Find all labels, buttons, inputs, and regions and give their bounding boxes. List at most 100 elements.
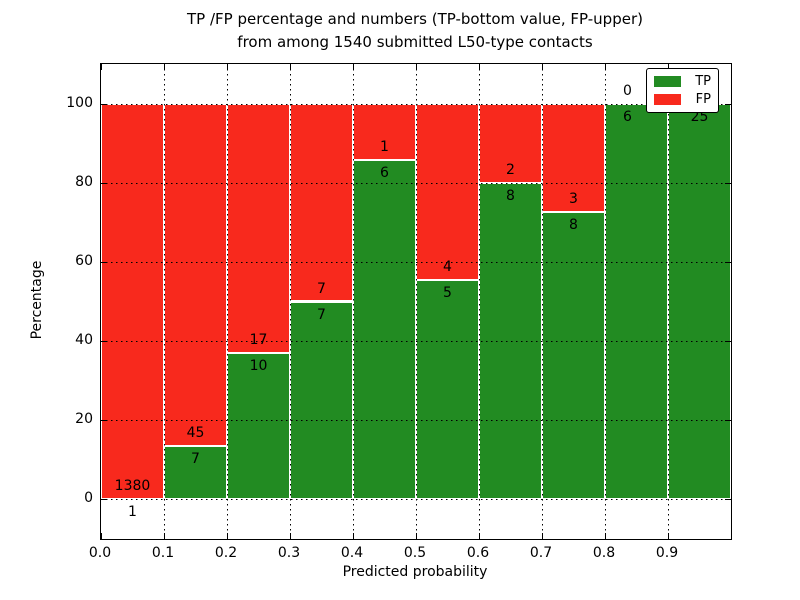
gridline-horizontal: [101, 341, 731, 343]
x-tick-label: 0.5: [403, 545, 427, 561]
bar-count-label-tp: 1: [128, 504, 137, 521]
y-tick-label: 60: [75, 252, 93, 269]
tick-mark: [290, 533, 291, 539]
gridline-vertical: [605, 64, 606, 539]
tick-mark: [668, 533, 669, 539]
bar-segment-tp: [227, 352, 290, 500]
tick-mark: [101, 64, 102, 70]
tick-mark: [542, 64, 543, 70]
bar-count-label-tp: 5: [443, 284, 452, 301]
gridline-horizontal: [101, 261, 731, 263]
bar-count-label-fp: 2: [506, 161, 515, 178]
gridline-vertical: [353, 64, 354, 539]
bar-segment-tp: [290, 301, 353, 500]
bar-segment-fp: [164, 103, 227, 447]
bar-segment-fp: [290, 103, 353, 302]
x-tick-label: 0.7: [529, 545, 553, 561]
tick-mark: [416, 533, 417, 539]
gridline-vertical: [416, 64, 417, 539]
x-tick-label: 0.1: [151, 545, 175, 561]
tick-mark: [227, 533, 228, 539]
tick-mark: [725, 103, 731, 105]
gridline-vertical: [479, 64, 480, 539]
bar-count-label-fp: 17: [249, 331, 268, 348]
tick-mark: [725, 420, 731, 422]
y-tick-label: 100: [66, 94, 93, 111]
tick-mark: [101, 182, 107, 184]
bar-count-label-tp: 6: [380, 165, 389, 182]
legend-swatch-tp-icon: [654, 76, 681, 88]
x-tick-label: 0.8: [592, 545, 616, 561]
gridline-horizontal: [101, 103, 731, 105]
x-tick-label: 0.2: [214, 545, 238, 561]
legend-label-fp: FP: [695, 91, 711, 107]
legend-swatch-fp-icon: [654, 93, 681, 105]
bar-count-label-tp: 8: [569, 216, 578, 233]
bar-count-label-fp: 4: [443, 258, 452, 275]
gridline-vertical: [227, 64, 228, 539]
bar-segment-tp: [416, 279, 479, 500]
bar-segment-tp: [353, 160, 416, 500]
y-tick-label: 40: [75, 332, 93, 349]
bar-count-label-fp: 7: [317, 280, 326, 297]
chart-title-line2: from among 1540 submitted L50-type conta…: [237, 33, 593, 52]
tick-mark: [101, 499, 107, 501]
bar-segment-fp: [227, 103, 290, 353]
tick-mark: [479, 533, 480, 539]
tick-mark: [479, 64, 480, 70]
bar-segment-tp: [164, 446, 227, 500]
bar-count-label-tp: 7: [191, 451, 200, 468]
tick-mark: [668, 64, 669, 70]
gridline-vertical: [668, 64, 669, 539]
gridline-horizontal: [101, 420, 731, 422]
tick-mark: [605, 64, 606, 70]
tick-mark: [101, 533, 102, 539]
x-tick-label: 0.3: [277, 545, 301, 561]
tick-mark: [605, 533, 606, 539]
tick-mark: [353, 533, 354, 539]
bar-count-label-tp: 7: [317, 306, 326, 323]
tick-mark: [227, 64, 228, 70]
bar-count-label-fp: 1380: [114, 478, 151, 495]
x-tick-label: 0.0: [88, 545, 112, 561]
tick-mark: [353, 64, 354, 70]
legend: TP FP: [646, 68, 719, 113]
bar-segment-tp: [542, 211, 605, 500]
tick-mark: [725, 499, 731, 501]
bar-count-label-tp: 6: [623, 108, 632, 125]
legend-entry-tp: TP: [654, 74, 711, 89]
bar-segment-tp: [605, 103, 668, 500]
tick-mark: [542, 533, 543, 539]
gridline-horizontal: [101, 499, 731, 501]
y-tick-label: 20: [75, 411, 93, 428]
legend-label-tp: TP: [695, 74, 711, 90]
x-tick-label: 0.4: [340, 545, 364, 561]
bar-count-label-fp: 45: [186, 425, 205, 442]
tick-mark: [290, 64, 291, 70]
tick-mark: [725, 182, 731, 184]
tick-mark: [101, 420, 107, 422]
plot-area: 1380 1 45 7 17 10 7 7 1 6 4 5 2 8 3 8 0 6 25 TP FP: [100, 63, 732, 540]
tick-mark: [101, 103, 107, 105]
tick-mark: [164, 64, 165, 70]
tick-mark: [725, 341, 731, 343]
y-axis-label: Percentage: [29, 260, 45, 340]
chart-title: TP /FP percentage and numbers (TP-bottom…: [15, 8, 800, 55]
bar-count-label-tp: 10: [249, 357, 268, 374]
tick-mark: [725, 261, 731, 263]
x-tick-label: 0.9: [655, 545, 679, 561]
bar-count-label-tp: 8: [506, 187, 515, 204]
bar-count-label-fp: 1: [380, 139, 389, 156]
chart-title-line1: TP /FP percentage and numbers (TP-bottom…: [187, 10, 643, 28]
y-tick-label: 0: [84, 490, 93, 507]
tick-mark: [101, 261, 107, 263]
gridline-vertical: [164, 64, 165, 539]
x-tick-label: 0.6: [466, 545, 490, 561]
bar-segment-fp: [101, 103, 164, 500]
legend-entry-fp: FP: [654, 92, 711, 107]
gridline-vertical: [290, 64, 291, 539]
y-tick-label: 80: [75, 173, 93, 190]
tick-mark: [416, 64, 417, 70]
gridline-horizontal: [101, 182, 731, 184]
